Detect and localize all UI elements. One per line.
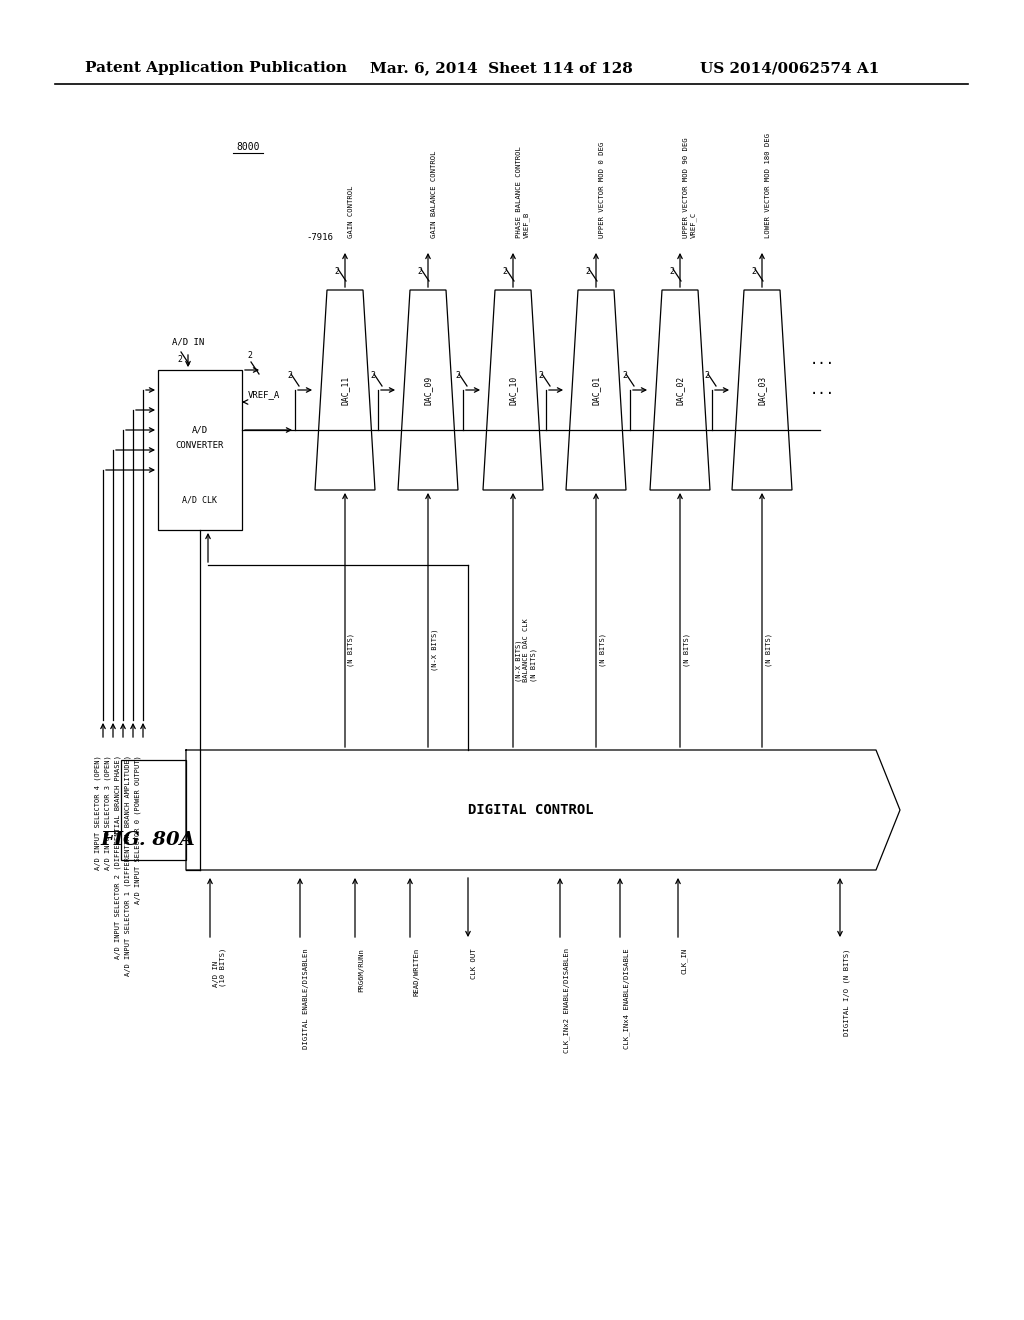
Text: 2: 2 [623, 371, 628, 380]
Text: FIG. 80A: FIG. 80A [100, 832, 195, 849]
Text: 2: 2 [371, 371, 376, 380]
Text: ...: ... [810, 352, 836, 367]
Polygon shape [315, 290, 375, 490]
Text: A/D IN: A/D IN [172, 338, 204, 346]
Text: (N BITS): (N BITS) [348, 634, 354, 667]
Text: (N BITS): (N BITS) [683, 634, 689, 667]
Polygon shape [398, 290, 458, 490]
Text: CLK_INx4 ENABLE/DISABLE: CLK_INx4 ENABLE/DISABLE [623, 948, 630, 1048]
Text: UPPER VECTOR MOD 0 DEG: UPPER VECTOR MOD 0 DEG [599, 141, 605, 238]
Text: CLK OUT: CLK OUT [471, 948, 477, 978]
Text: (N-X BITS)
BALANCE DAC CLK
(N BITS): (N-X BITS) BALANCE DAC CLK (N BITS) [516, 618, 537, 682]
Text: 2: 2 [586, 268, 591, 276]
Text: CLK_IN: CLK_IN [681, 948, 688, 974]
Text: GAIN BALANCE CONTROL: GAIN BALANCE CONTROL [431, 150, 437, 238]
Text: 2: 2 [503, 268, 508, 276]
Polygon shape [732, 290, 792, 490]
Text: DIGITAL CONTROL: DIGITAL CONTROL [468, 803, 594, 817]
Text: READ/WRITEn: READ/WRITEn [413, 948, 419, 997]
Bar [158, 370, 242, 531]
Text: LOWER VECTOR MOD 180 DEG: LOWER VECTOR MOD 180 DEG [765, 133, 771, 238]
Text: 8000: 8000 [237, 143, 260, 152]
Text: A/D INPUT SELECTOR 2 (DIFFERENTIAL BRANCH PHASE): A/D INPUT SELECTOR 2 (DIFFERENTIAL BRANC… [115, 755, 121, 960]
Text: DAC_02: DAC_02 [676, 375, 684, 405]
Text: VREF_A: VREF_A [248, 391, 281, 400]
Text: (N BITS): (N BITS) [599, 634, 605, 667]
Text: PHASE BALANCE CONTROL
VREF_B: PHASE BALANCE CONTROL VREF_B [516, 147, 529, 238]
Text: CONVERTER: CONVERTER [176, 441, 224, 450]
Text: 2: 2 [177, 355, 182, 364]
Text: ...: ... [810, 383, 836, 397]
Text: 2: 2 [752, 268, 757, 276]
Text: 2: 2 [288, 371, 293, 380]
Text: A/D IN
(10 BITS): A/D IN (10 BITS) [213, 948, 226, 987]
Text: DIGITAL ENABLE/DISABLEn: DIGITAL ENABLE/DISABLEn [303, 948, 309, 1048]
Text: GAIN CONTROL: GAIN CONTROL [348, 186, 354, 238]
Text: DAC_11: DAC_11 [341, 375, 349, 405]
Text: A/D INPUT SELECTOR 4 (OPEN): A/D INPUT SELECTOR 4 (OPEN) [94, 755, 101, 870]
Text: Mar. 6, 2014  Sheet 114 of 128: Mar. 6, 2014 Sheet 114 of 128 [370, 61, 633, 75]
Text: A/D INPUT SELECTOR 3 (OPEN): A/D INPUT SELECTOR 3 (OPEN) [104, 755, 111, 870]
Polygon shape [566, 290, 626, 490]
Text: 2: 2 [248, 351, 253, 359]
Text: (N-X BITS): (N-X BITS) [431, 628, 437, 672]
Polygon shape [483, 290, 543, 490]
Text: 2: 2 [456, 371, 461, 380]
Bar [121, 760, 186, 861]
Text: -7916: -7916 [306, 234, 333, 243]
Text: DAC_09: DAC_09 [424, 375, 432, 405]
Text: DAC_10: DAC_10 [509, 375, 517, 405]
Text: A/D INPUT SELECTOR 0 (POWER OUTPUT): A/D INPUT SELECTOR 0 (POWER OUTPUT) [134, 755, 141, 904]
Text: US 2014/0062574 A1: US 2014/0062574 A1 [700, 61, 880, 75]
Text: DIGITAL I/O (N BITS): DIGITAL I/O (N BITS) [843, 948, 850, 1035]
Text: UPPER VECTOR MOD 90 DEG
VREF_C: UPPER VECTOR MOD 90 DEG VREF_C [683, 137, 696, 238]
Text: A/D CLK: A/D CLK [182, 495, 217, 504]
Text: 2: 2 [539, 371, 544, 380]
Text: (N BITS): (N BITS) [765, 634, 771, 667]
Text: 2: 2 [670, 268, 675, 276]
Text: DAC_03: DAC_03 [758, 375, 767, 405]
Text: DAC_01: DAC_01 [592, 375, 600, 405]
Text: 2: 2 [705, 371, 710, 380]
Text: 2: 2 [418, 268, 423, 276]
Text: Patent Application Publication: Patent Application Publication [85, 61, 347, 75]
Text: 2: 2 [335, 268, 340, 276]
Text: PRG6M/RUNn: PRG6M/RUNn [358, 948, 364, 991]
Text: A/D INPUT SELECTOR 1 (DIFFERENTIAL BRANCH AMPLITUDE): A/D INPUT SELECTOR 1 (DIFFERENTIAL BRANC… [125, 755, 131, 975]
Text: CLK_INx2 ENABLE/DISABLEn: CLK_INx2 ENABLE/DISABLEn [563, 948, 569, 1053]
Polygon shape [650, 290, 710, 490]
Text: A/D: A/D [191, 425, 208, 434]
